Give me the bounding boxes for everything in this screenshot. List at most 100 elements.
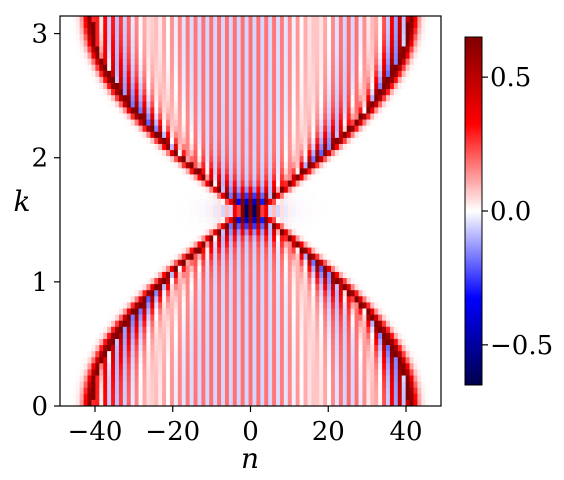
heatmap-cell — [401, 229, 406, 236]
heatmap-cell — [279, 211, 285, 218]
heatmap-cell — [327, 174, 332, 181]
heatmap-cell — [429, 28, 434, 35]
heatmap-cell — [169, 70, 175, 78]
heatmap-cell — [71, 156, 77, 163]
heatmap-cell — [201, 229, 206, 236]
heatmap-cell — [299, 40, 304, 47]
heatmap-cell — [181, 271, 186, 279]
heatmap-cell — [409, 150, 414, 157]
heatmap-cell — [283, 28, 289, 35]
heatmap-cell — [154, 131, 159, 139]
heatmap-cell — [122, 143, 128, 151]
heatmap-cell — [323, 223, 328, 230]
heatmap-cell — [327, 253, 332, 261]
heatmap-cell — [122, 28, 128, 35]
heatmap-cell — [386, 259, 391, 267]
heatmap-cell — [240, 22, 245, 29]
heatmap-cell — [181, 89, 186, 96]
heatmap-cell — [114, 22, 120, 29]
heatmap-cell — [433, 168, 438, 175]
heatmap-cell — [276, 180, 281, 187]
heatmap-cell — [244, 83, 249, 90]
heatmap-cell — [413, 70, 418, 78]
heatmap-cell — [87, 162, 92, 169]
heatmap-cell — [236, 83, 241, 90]
heatmap-cell — [60, 101, 65, 108]
heatmap-cell — [166, 290, 171, 297]
heatmap-cell — [405, 16, 410, 23]
heatmap-cell — [79, 131, 84, 139]
heatmap-cell — [386, 16, 391, 23]
heatmap-cell — [138, 107, 143, 114]
heatmap-cell — [354, 131, 359, 139]
heatmap-cell — [283, 162, 289, 169]
heatmap-cell — [71, 150, 77, 157]
heatmap-cell — [386, 192, 391, 200]
heatmap-cell — [437, 204, 442, 212]
heatmap-cell — [205, 192, 210, 200]
heatmap-cell — [205, 302, 210, 309]
heatmap-cell — [350, 204, 355, 212]
heatmap-cell — [264, 302, 269, 309]
heatmap-cell — [126, 284, 131, 291]
heatmap-cell — [401, 223, 406, 230]
heatmap-cell — [378, 259, 383, 267]
heatmap-cell — [264, 204, 269, 212]
heatmap-cell — [209, 271, 214, 279]
heatmap-cell — [283, 46, 289, 53]
heatmap-cell — [63, 46, 69, 53]
heatmap-cell — [63, 314, 69, 321]
heatmap-cell — [181, 308, 186, 315]
heatmap-cell — [287, 125, 293, 133]
heatmap-cell — [397, 40, 403, 47]
heatmap-cell — [393, 162, 399, 169]
heatmap-cell — [252, 278, 257, 285]
heatmap-cell — [60, 204, 65, 212]
heatmap-cell — [197, 229, 202, 236]
heatmap-cell — [224, 83, 230, 90]
heatmap-cell — [389, 113, 395, 120]
heatmap-cell — [437, 113, 442, 120]
heatmap-cell — [331, 229, 336, 236]
heatmap-cell — [358, 52, 363, 59]
heatmap-cell — [362, 186, 367, 194]
heatmap-cell — [334, 89, 340, 96]
heatmap-cell — [334, 186, 340, 194]
heatmap-cell — [79, 217, 84, 224]
heatmap-cell — [272, 211, 277, 218]
heatmap-cell — [338, 22, 344, 29]
heatmap-cell — [409, 198, 414, 206]
heatmap-cell — [382, 83, 387, 90]
heatmap-cell — [197, 265, 202, 273]
heatmap-cell — [173, 46, 179, 53]
heatmap-cell — [276, 162, 281, 169]
heatmap-cell — [342, 235, 348, 242]
heatmap-cell — [122, 162, 128, 169]
heatmap-cell — [358, 119, 363, 126]
heatmap-cell — [99, 320, 104, 328]
heatmap-cell — [150, 34, 155, 41]
heatmap-cell — [433, 143, 438, 151]
heatmap-cell — [433, 28, 438, 35]
heatmap-cell — [287, 143, 293, 151]
heatmap-cell — [315, 76, 320, 84]
heatmap-cell — [150, 259, 155, 267]
heatmap-cell — [331, 320, 336, 328]
heatmap-cell — [370, 180, 375, 187]
heatmap-cell — [437, 137, 442, 145]
heatmap-cell — [252, 211, 257, 218]
heatmap-cell — [99, 28, 104, 35]
heatmap-cell — [75, 204, 80, 212]
heatmap-cell — [279, 204, 285, 212]
heatmap-cell — [169, 271, 175, 279]
heatmap-cell — [228, 217, 234, 224]
heatmap-cell — [158, 101, 163, 108]
heatmap-cell — [181, 296, 186, 303]
heatmap-cell — [260, 314, 265, 321]
heatmap-cell — [244, 259, 249, 267]
heatmap-cell — [393, 131, 399, 139]
heatmap-cell — [370, 217, 375, 224]
heatmap-cell — [83, 296, 88, 303]
heatmap-cell — [417, 125, 422, 133]
heatmap-cell — [185, 95, 190, 102]
